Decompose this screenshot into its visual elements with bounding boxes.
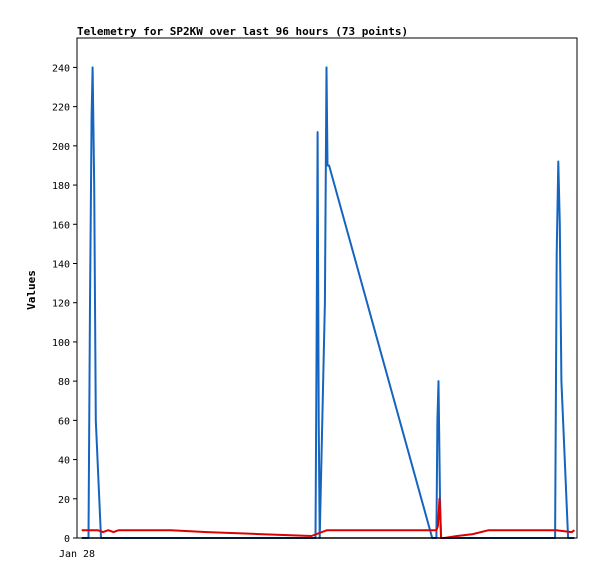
y-tick-label: 140	[52, 259, 70, 270]
x-axis: Jan 28	[59, 549, 95, 560]
y-tick-label: 220	[52, 103, 70, 114]
y-tick-label: 180	[52, 181, 70, 192]
series-line-red	[81, 497, 575, 539]
y-tick-label: 240	[52, 63, 70, 74]
y-tick-label: 100	[52, 338, 70, 349]
chart-title: Telemetry for SP2KW over last 96 hours (…	[77, 25, 408, 38]
series-line-blue	[81, 66, 575, 539]
y-axis-label: Values	[25, 270, 38, 310]
y-tick-label: 0	[64, 534, 70, 545]
y-tick-label: 60	[58, 416, 70, 427]
y-tick-label: 120	[52, 299, 70, 310]
y-tick-label: 40	[58, 456, 70, 467]
y-tick-label: 200	[52, 142, 70, 153]
y-tick-label: 80	[58, 377, 70, 388]
x-tick-label: Jan 28	[59, 549, 95, 560]
y-tick-label: 160	[52, 220, 70, 231]
series-layer	[81, 66, 575, 539]
y-tick-label: 20	[58, 495, 70, 506]
y-axis: 0 20 40 60 80 100 120 140 160 180 200 220 240	[52, 38, 78, 545]
